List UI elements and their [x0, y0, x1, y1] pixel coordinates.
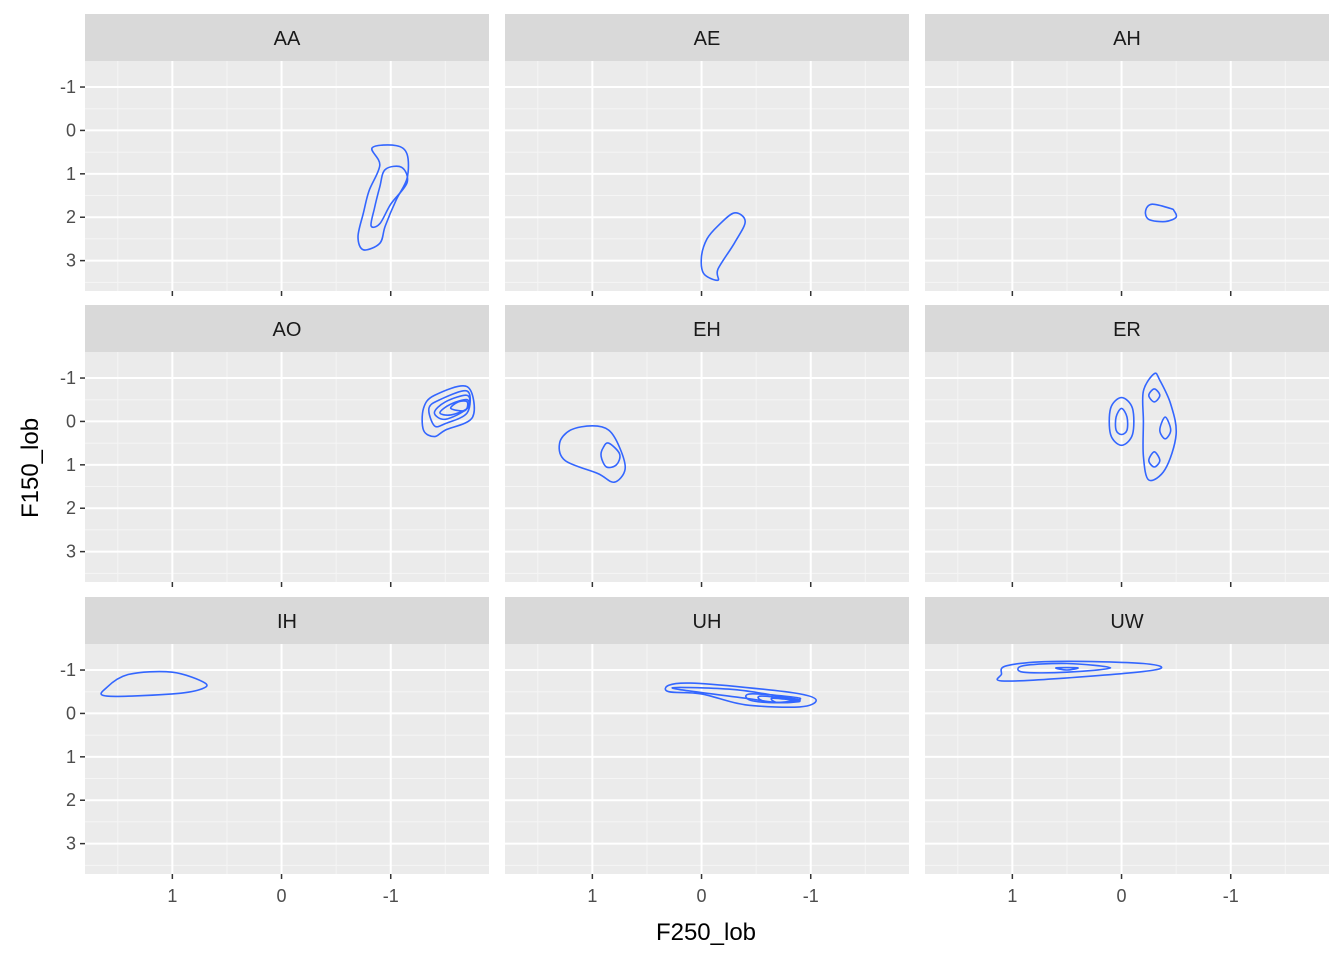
contour-group: [700, 212, 747, 282]
x-tick-label: 0: [1117, 886, 1127, 906]
facet-strip: [505, 14, 909, 61]
density-contour-line: [600, 442, 621, 469]
panel-background: [505, 352, 909, 582]
y-tick-label: 0: [66, 411, 76, 431]
facet-panel-aa: AA -1 0 1 2 3: [60, 14, 489, 296]
density-contour-line: [1147, 450, 1161, 468]
facet-panel-eh: EH: [505, 305, 909, 587]
density-contour-line: [770, 697, 801, 704]
panel-background: [925, 644, 1329, 874]
y-tick-label: 2: [66, 207, 76, 227]
panel-background: [505, 61, 909, 291]
contour-group: [100, 670, 208, 698]
y-tick-label: -1: [60, 660, 76, 680]
density-contour-line: [1017, 662, 1112, 674]
contour-group: [421, 385, 476, 438]
density-contour-line: [1158, 416, 1172, 440]
y-tick-label: 2: [66, 790, 76, 810]
facet-strip: [85, 305, 489, 352]
y-tick-label: 1: [66, 164, 76, 184]
y-tick-label: 1: [66, 747, 76, 767]
y-tick-label: -1: [60, 77, 76, 97]
facet-strip-label: AO: [273, 319, 302, 341]
facet-panel-uh: UH 1 0 -1: [505, 597, 909, 906]
y-tick-label: -1: [60, 368, 76, 388]
facet-strip: [505, 305, 909, 352]
facet-strip: [925, 14, 1329, 61]
y-tick-label: 0: [66, 703, 76, 723]
facet-strip: [85, 14, 489, 61]
x-tick-label: 1: [167, 886, 177, 906]
contour-group: [1144, 203, 1178, 223]
x-tick-label: 0: [697, 886, 707, 906]
density-contour-line: [558, 424, 627, 484]
facet-panel-uw: UW 1 0 -1: [925, 597, 1329, 906]
y-tick-label: 3: [66, 542, 76, 562]
x-tick-label: -1: [803, 886, 819, 906]
density-contour-line: [1114, 407, 1129, 436]
density-contour-line: [427, 389, 472, 428]
density-contour-line: [1141, 372, 1178, 482]
contour-group: [1108, 372, 1178, 482]
y-tick-label: 2: [66, 498, 76, 518]
facet-panel-ao: AO -1 0 1 2 3: [60, 305, 489, 587]
facet-strip: [85, 597, 489, 644]
density-contour-line: [996, 660, 1163, 682]
facet-panels: AA -1 0 1 2 3 AE AH AO -1 0 1 2 3 EH ER IH -1 0 1 2 3 1 0 -1 UH 1 0…: [60, 14, 1329, 906]
density-contour-line: [1108, 396, 1135, 447]
y-tick-label: 0: [66, 120, 76, 140]
panel-background: [85, 352, 489, 582]
panel-background: [925, 352, 1329, 582]
density-contour-line: [100, 670, 208, 698]
facet-panel-ae: AE: [505, 14, 909, 296]
y-tick-label: 3: [66, 834, 76, 854]
contour-group: [357, 144, 410, 251]
x-tick-label: 1: [587, 886, 597, 906]
density-contour-line: [357, 144, 410, 251]
facet-strip-label: AE: [694, 28, 721, 50]
panel-background: [925, 61, 1329, 291]
facet-strip: [925, 305, 1329, 352]
facet-panel-er: ER: [925, 305, 1329, 587]
facet-panel-ah: AH: [925, 14, 1329, 296]
x-tick-label: 1: [1007, 886, 1017, 906]
density-contour-line: [421, 385, 476, 438]
facet-strip-label: IH: [277, 611, 297, 633]
density-contour-line: [1055, 666, 1079, 671]
x-axis-title: F250_lob: [656, 919, 756, 946]
density-contour-line: [700, 212, 747, 282]
facet-strip-label: UW: [1110, 611, 1143, 633]
density-contour-line: [664, 682, 818, 708]
density-contour-line: [370, 165, 409, 229]
y-tick-label: 3: [66, 251, 76, 271]
facet-strip-label: ER: [1113, 319, 1141, 341]
panel-background: [85, 644, 489, 874]
y-tick-label: 1: [66, 455, 76, 475]
density-contour-line: [433, 394, 471, 421]
facet-strip-label: AH: [1113, 28, 1141, 50]
x-tick-label: -1: [383, 886, 399, 906]
panel-background: [505, 644, 909, 874]
density-contour-line: [1144, 203, 1178, 223]
contour-group: [558, 424, 627, 484]
facet-strip-label: UH: [693, 611, 722, 633]
facet-strip-label: AA: [274, 28, 301, 50]
panel-background: [85, 61, 489, 291]
y-axis-title: F150_lob: [17, 418, 44, 518]
facet-panel-ih: IH -1 0 1 2 3 1 0 -1: [60, 597, 489, 906]
facet-strip: [925, 597, 1329, 644]
density-contour-line: [439, 398, 471, 416]
facet-strip: [505, 597, 909, 644]
density-contour-line: [449, 400, 469, 412]
facet-strip-label: EH: [693, 319, 721, 341]
x-tick-label: 0: [277, 886, 287, 906]
x-tick-label: -1: [1223, 886, 1239, 906]
contour-group: [664, 682, 818, 708]
contour-group: [996, 660, 1163, 682]
density-contour-line: [1147, 388, 1161, 403]
